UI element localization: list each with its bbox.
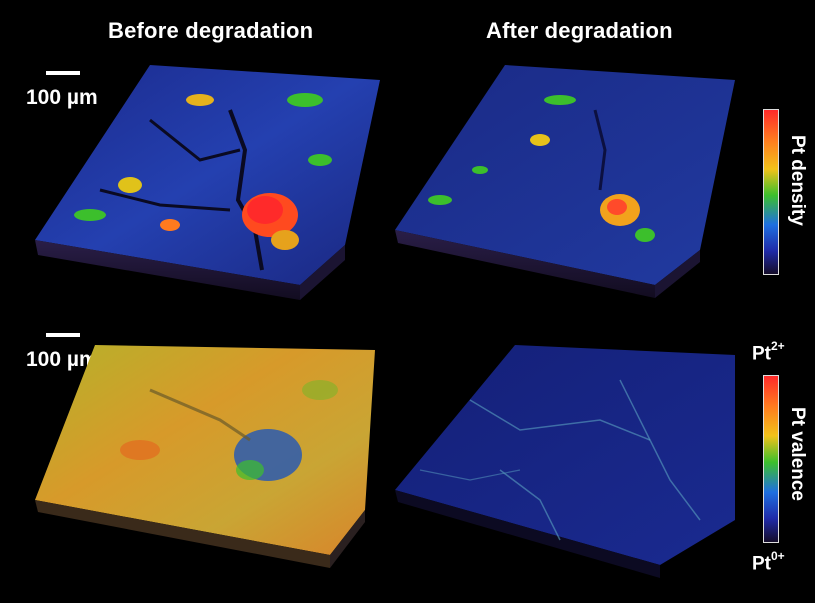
panel-valence-after: [395, 345, 735, 578]
density-colorbar: [763, 109, 779, 275]
valence-colorbar: [763, 375, 779, 543]
scale-bar-top: [46, 71, 80, 75]
scale-label-bottom: 100 µm: [26, 348, 98, 371]
valence-top-label: Pt2+: [752, 339, 785, 365]
header-after: After degradation: [486, 18, 673, 43]
valence-bottom-label: Pt0+: [752, 549, 785, 575]
density-colorbar-title: Pt density: [787, 135, 808, 226]
scale-bar-bottom: [46, 333, 80, 337]
panel-density-before: [35, 65, 380, 300]
header-before: Before degradation: [108, 18, 314, 43]
scale-label-top: 100 µm: [26, 86, 98, 109]
panel-valence-before: [35, 345, 375, 568]
valence-colorbar-title: Pt valence: [787, 407, 808, 501]
panel-density-after: [395, 65, 735, 298]
